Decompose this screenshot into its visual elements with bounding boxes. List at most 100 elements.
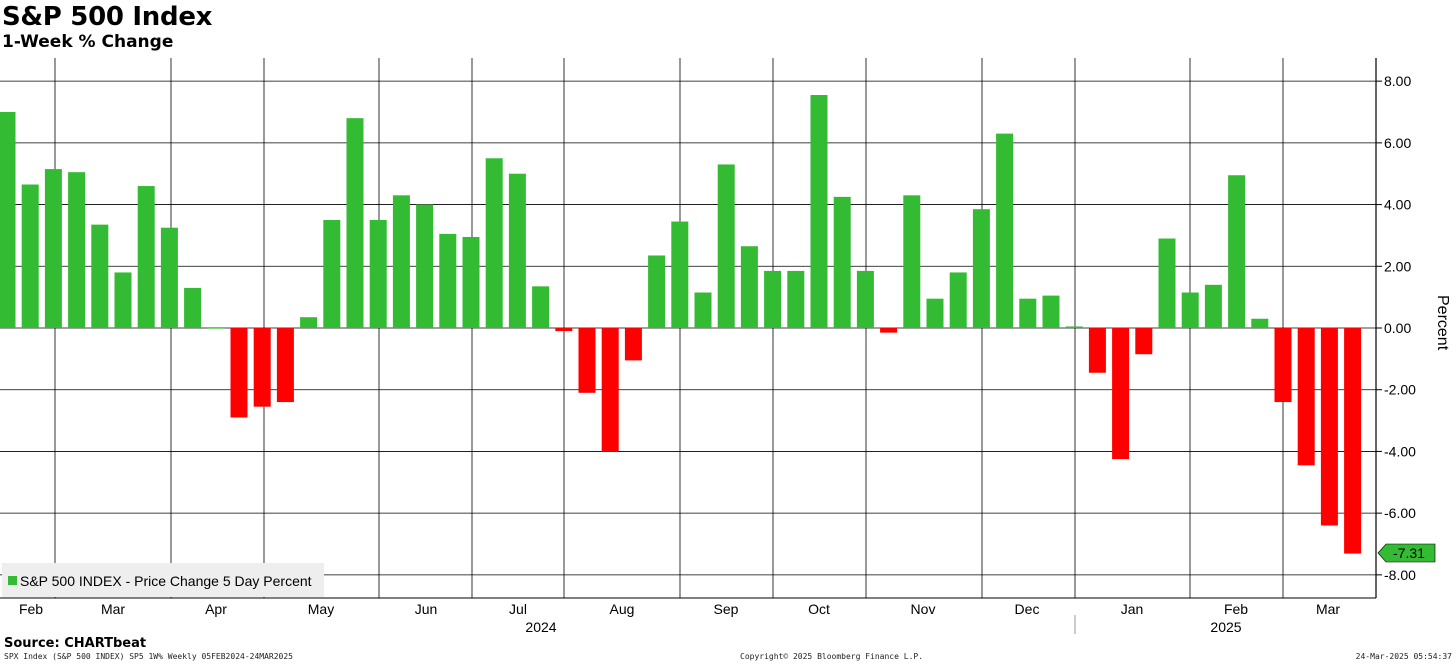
bar (1065, 326, 1083, 328)
bar (392, 195, 410, 328)
bar (1204, 284, 1222, 328)
bar (578, 328, 596, 393)
bar (184, 287, 202, 328)
bar (114, 272, 132, 328)
legend-box (2, 563, 324, 597)
bar (717, 164, 735, 328)
bar (555, 328, 573, 332)
year-label: 2025 (1210, 619, 1241, 635)
bar (1019, 298, 1037, 328)
bar (230, 328, 248, 418)
bar (903, 195, 921, 328)
x-tick-label: Aug (610, 601, 635, 617)
y-tick-label: -4.00 (1384, 443, 1416, 459)
bar (1320, 328, 1338, 526)
bar (91, 224, 109, 328)
legend-label: S&P 500 INDEX - Price Change 5 Day Perce… (20, 573, 312, 589)
x-tick-label: May (308, 601, 334, 617)
bar (1042, 295, 1060, 328)
bar (601, 328, 619, 452)
bar (764, 270, 782, 328)
last-value-marker: -7.31 (1377, 543, 1436, 563)
bar (1112, 328, 1130, 460)
gridlines (0, 58, 1376, 598)
bar (160, 227, 178, 328)
bar (346, 118, 364, 329)
bar (1297, 328, 1315, 466)
bar (1228, 175, 1246, 328)
bar (300, 317, 318, 328)
x-tick-label: Jun (415, 601, 438, 617)
bar (21, 184, 39, 328)
footer-timestamp: 24-Mar-2025 05:54:37 (1355, 652, 1452, 661)
chart-subtitle: 1-Week % Change (2, 32, 174, 52)
y-tick-label: 8.00 (1384, 73, 1411, 89)
bar (1158, 238, 1176, 328)
y-tick-label: -6.00 (1384, 505, 1416, 521)
bar (1274, 328, 1292, 403)
bar (462, 236, 480, 328)
bar (532, 286, 550, 328)
bar (810, 95, 828, 329)
axis-labels: 8.00 6.00 4.00 2.00 0.00 -2.00 -4.00 -6.00 -8.00… (19, 73, 1416, 635)
bar (624, 328, 642, 361)
y-tick-label: 0.00 (1384, 320, 1411, 336)
bars (0, 95, 1362, 554)
legend-swatch (8, 576, 17, 585)
bar (253, 328, 271, 407)
x-tick-label: Apr (205, 601, 227, 617)
bar (1135, 328, 1153, 355)
bar (648, 255, 666, 328)
chart-title: S&P 500 Index (2, 2, 213, 32)
bar (949, 272, 967, 328)
bar (972, 209, 990, 328)
bar (276, 328, 294, 403)
y-tick-label: -8.00 (1384, 567, 1416, 583)
bar (740, 246, 758, 328)
bar (926, 298, 944, 328)
bar (68, 172, 86, 328)
axes (0, 58, 1382, 634)
bar (694, 292, 712, 328)
year-label: 2024 (525, 619, 556, 635)
bar (880, 328, 898, 333)
bar (1181, 292, 1199, 328)
x-tick-label: Mar (1316, 601, 1340, 617)
bar (369, 220, 387, 328)
bar (508, 173, 526, 328)
x-tick-label: Sep (714, 601, 739, 617)
bar (671, 221, 689, 328)
bar (137, 186, 155, 328)
bar (323, 220, 341, 328)
x-tick-label: Nov (911, 601, 936, 617)
legend: S&P 500 INDEX - Price Change 5 Day Perce… (2, 563, 324, 597)
bar (856, 270, 874, 328)
y-tick-label: 4.00 (1384, 197, 1411, 213)
y-tick-label: 6.00 (1384, 135, 1411, 151)
bar (1088, 328, 1106, 373)
x-tick-label: Feb (1224, 601, 1248, 617)
bar (833, 196, 851, 328)
source-note: Source: CHARTbeat (4, 636, 147, 651)
bar (416, 204, 434, 328)
y-tick-label: -2.00 (1384, 382, 1416, 398)
footer-left: SPX Index (S&P 500 INDEX) SP5 1W% Weekly… (4, 652, 293, 661)
bar (485, 158, 503, 328)
bar (439, 233, 457, 328)
y-tick-label: 2.00 (1384, 258, 1411, 274)
x-tick-label: Dec (1015, 601, 1040, 617)
bar (0, 112, 16, 328)
bar (1344, 328, 1362, 554)
x-tick-label: Mar (101, 601, 125, 617)
bar (207, 328, 225, 329)
x-tick-label: Feb (19, 601, 43, 617)
x-tick-label: Jan (1121, 601, 1144, 617)
bar (787, 270, 805, 328)
bar (1251, 318, 1269, 328)
x-tick-label: Jul (509, 601, 527, 617)
bar (996, 133, 1014, 328)
x-tick-label: Oct (808, 601, 830, 617)
y-axis-label: Percent (1434, 295, 1451, 351)
last-value-label: -7.31 (1393, 545, 1425, 561)
